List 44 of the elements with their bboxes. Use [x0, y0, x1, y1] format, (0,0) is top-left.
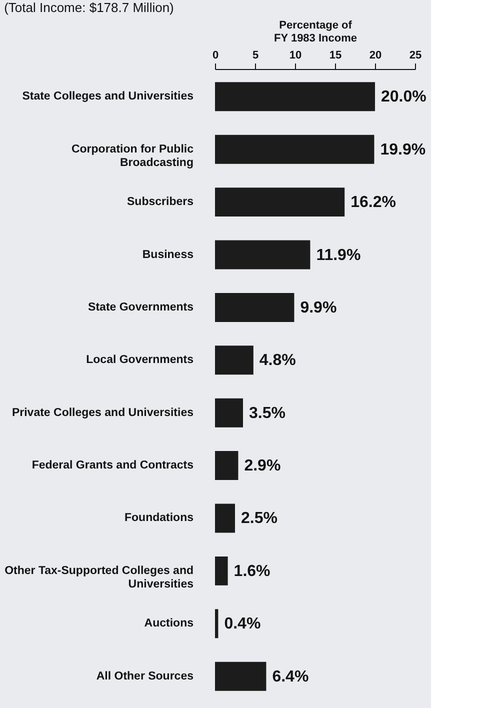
y-tick-label: State Colleges and Universities — [22, 90, 194, 103]
bar — [215, 240, 310, 270]
data-label: 3.5% — [249, 404, 286, 422]
data-label: 4.8% — [259, 352, 296, 370]
data-label: 20.0% — [381, 88, 426, 106]
data-label: 16.2% — [350, 194, 396, 212]
y-tick-label: Auctions — [144, 618, 194, 630]
data-label: 6.4% — [272, 668, 309, 686]
y-tick-label: Federal Grants and Contracts — [32, 460, 194, 472]
data-label: 2.9% — [244, 458, 281, 475]
bar — [215, 134, 374, 164]
bar — [215, 398, 243, 428]
bar — [215, 556, 228, 586]
x-tick-label: 10 — [289, 50, 302, 62]
y-tick-label: All Other Sources — [96, 670, 194, 682]
data-label: 0.4% — [224, 616, 261, 633]
bar — [215, 292, 294, 322]
y-tick-label: Business — [142, 248, 194, 261]
x-tick-label: 5 — [252, 50, 259, 62]
bar — [215, 82, 375, 112]
y-tick-label: Other Tax-Supported Colleges and Universities — [4, 564, 194, 590]
y-tick-label: Foundations — [124, 512, 194, 524]
x-tick-label: 15 — [329, 50, 342, 62]
data-label: 19.9% — [380, 141, 426, 158]
y-tick-label: Corporation for Public Broadcasting — [71, 143, 194, 169]
data-label: 2.5% — [241, 510, 278, 528]
data-label: 1.6% — [234, 562, 270, 580]
x-axis-title: Percentage of FY 1983 Income — [274, 20, 357, 44]
y-tick-label: Local Governments — [86, 354, 194, 366]
x-tick-label: 0 — [212, 50, 219, 62]
bar — [215, 188, 345, 217]
bar — [215, 504, 235, 533]
bar — [215, 609, 218, 638]
x-tick-label: 25 — [409, 50, 422, 62]
text: (Total Income: $178.7 Million) — [4, 0, 174, 15]
bar — [215, 662, 266, 691]
y-tick-label: Private Colleges and Universities — [12, 406, 194, 419]
bar — [215, 346, 254, 375]
y-tick-label: State Governments — [88, 301, 194, 314]
data-label: 11.9% — [316, 246, 361, 264]
y-tick-label: Subscribers — [127, 196, 194, 208]
data-label: 9.9% — [300, 299, 337, 316]
x-tick-label: 20 — [369, 50, 382, 62]
bar — [215, 451, 238, 480]
